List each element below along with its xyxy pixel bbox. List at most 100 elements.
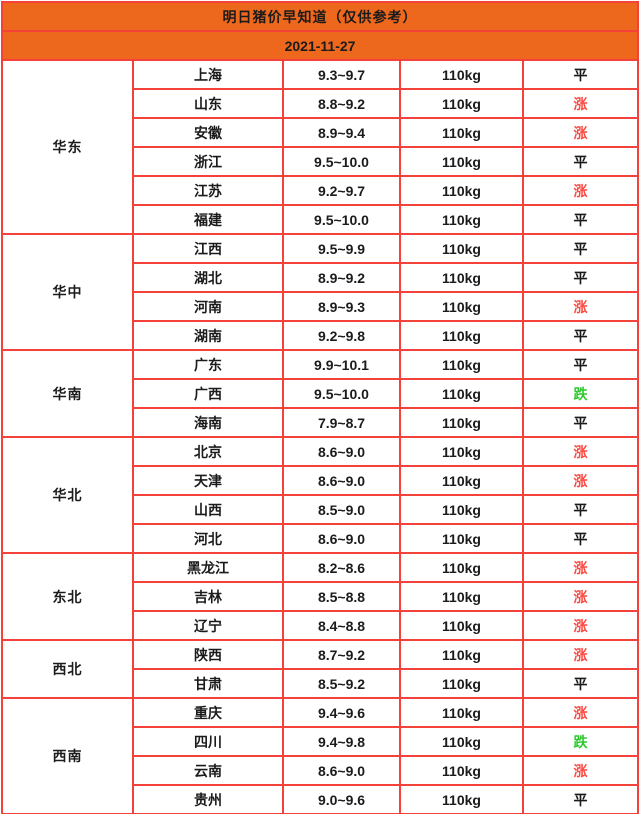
weight-cell: 110kg [399,233,524,264]
trend-cell: 平 [521,349,640,380]
weight-cell: 110kg [399,88,524,119]
price-cell: 8.2~8.6 [282,552,401,583]
province-cell: 河南 [132,291,284,322]
weight-cell: 110kg [399,581,524,612]
weight-cell: 110kg [399,117,524,148]
weight-cell: 110kg [399,349,524,380]
price-cell: 9.5~10.0 [282,378,401,409]
trend-cell: 涨 [521,436,640,467]
province-cell: 湖南 [132,320,284,351]
province-cell: 山西 [132,494,284,525]
weight-cell: 110kg [399,610,524,641]
weight-cell: 110kg [399,146,524,177]
price-cell: 8.5~9.0 [282,494,401,525]
province-cell: 辽宁 [132,610,284,641]
province-cell: 江西 [132,233,284,264]
table-row: 贵州 9.0~9.6 110kg 平 [2,784,640,814]
date-label: 2021-11-27 [0,30,640,61]
price-cell: 9.5~10.0 [282,204,401,235]
trend-cell: 平 [521,668,640,699]
price-cell: 8.4~8.8 [282,610,401,641]
province-cell: 山东 [132,88,284,119]
weight-cell: 110kg [399,291,524,322]
province-cell: 贵州 [132,784,284,814]
province-cell: 黑龙江 [132,552,284,583]
weight-cell: 110kg [399,784,524,814]
table-row: 西南 重庆 9.4~9.6 110kg 涨 [1,697,640,814]
trend-cell: 涨 [521,88,640,119]
table-row: 河北 8.6~9.0 110kg 平 [2,523,640,554]
weight-cell: 110kg [399,697,524,728]
trend-cell: 平 [521,407,640,438]
weight-cell: 110kg [399,494,524,525]
trend-cell: 涨 [521,175,640,206]
price-cell: 9.4~9.8 [282,726,401,757]
table-row: 湖南 9.2~9.8 110kg 平 [2,320,640,351]
table-row: 华南 广东 9.9~10.1 110kg 平 [1,349,640,438]
weight-cell: 110kg [399,204,524,235]
price-cell: 8.6~9.0 [282,755,401,786]
province-cell: 重庆 [132,697,284,728]
trend-cell: 平 [521,59,640,90]
weight-cell: 110kg [399,262,524,293]
trend-cell: 涨 [521,291,640,322]
weight-cell: 110kg [399,668,524,699]
price-cell: 8.9~9.2 [282,262,401,293]
price-cell: 8.6~9.0 [282,523,401,554]
trend-cell: 平 [521,262,640,293]
date-row: 2021-11-27 [0,30,640,61]
price-cell: 8.6~9.0 [282,436,401,467]
trend-cell: 涨 [521,117,640,148]
price-cell: 9.2~9.8 [282,320,401,351]
table-row: 华东 上海 9.3~9.7 110kg 平 [1,59,640,235]
table-row: 东北 黑龙江 8.2~8.6 110kg 涨 [1,552,640,641]
province-cell: 广东 [132,349,284,380]
region-cell: 华东 [1,59,134,235]
price-cell: 9.3~9.7 [282,59,401,90]
table-row: 江苏 9.2~9.7 110kg 涨 [2,175,640,206]
province-cell: 云南 [132,755,284,786]
table-body: 华东 上海 9.3~9.7 110kg 平山东 8.8~9.2 110kg 涨安徽 8.9~9.… [1,59,640,814]
table-row: 河南 8.9~9.3 110kg 涨 [2,291,640,322]
table-row: 山东 8.8~9.2 110kg 涨 [2,88,640,119]
price-cell: 8.7~9.2 [282,639,401,670]
table-row: 云南 8.6~9.0 110kg 涨 [2,755,640,786]
table-row: 天津 8.6~9.0 110kg 涨 [2,465,640,496]
province-cell: 四川 [132,726,284,757]
price-cell: 9.4~9.6 [282,697,401,728]
table-row: 浙江 9.5~10.0 110kg 平 [2,146,640,177]
trend-cell: 平 [521,146,640,177]
province-cell: 甘肃 [132,668,284,699]
region-cell: 西北 [1,639,134,699]
weight-cell: 110kg [399,378,524,409]
province-cell: 天津 [132,465,284,496]
province-cell: 陕西 [132,639,284,670]
region-cell: 华中 [1,233,134,351]
title-row: 明日猪价早知道（仅供参考） [0,1,640,32]
table-row: 广西 9.5~10.0 110kg 跌 [2,378,640,409]
province-cell: 上海 [132,59,284,90]
trend-cell: 涨 [521,697,640,728]
weight-cell: 110kg [399,59,524,90]
province-cell: 广西 [132,378,284,409]
trend-cell: 平 [521,494,640,525]
trend-cell: 平 [521,204,640,235]
price-cell: 8.6~9.0 [282,465,401,496]
province-cell: 河北 [132,523,284,554]
province-cell: 海南 [132,407,284,438]
price-cell: 9.0~9.6 [282,784,401,814]
table-row: 华北 北京 8.6~9.0 110kg 涨 [1,436,640,554]
province-cell: 北京 [132,436,284,467]
weight-cell: 110kg [399,755,524,786]
region-cell: 东北 [1,552,134,641]
price-cell: 9.5~10.0 [282,146,401,177]
trend-cell: 平 [521,233,640,264]
table-row: 海南 7.9~8.7 110kg 平 [2,407,640,438]
table-row: 辽宁 8.4~8.8 110kg 涨 [2,610,640,641]
price-cell: 9.9~10.1 [282,349,401,380]
trend-cell: 涨 [521,755,640,786]
weight-cell: 110kg [399,639,524,670]
trend-cell: 跌 [521,726,640,757]
province-cell: 吉林 [132,581,284,612]
